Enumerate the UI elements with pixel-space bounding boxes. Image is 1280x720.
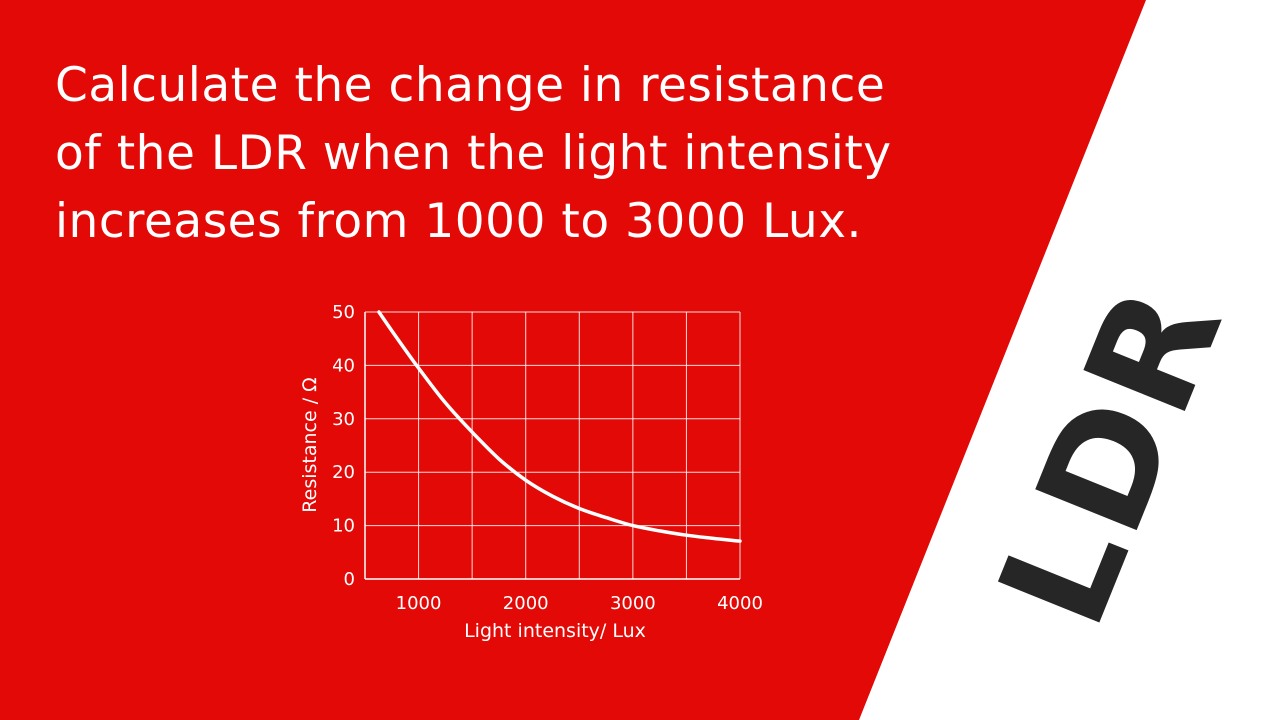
- question-line-3: increases from 1000 to 3000 Lux.: [55, 194, 862, 249]
- chart-axes: 0 10 20 30 40 50 1000 2000 3000 4000: [332, 302, 763, 614]
- y-tick-label: 30: [332, 409, 355, 430]
- y-tick-label: 0: [344, 569, 355, 590]
- question-text: Calculate the change in resistance of th…: [55, 52, 1055, 256]
- question-line-1: Calculate the change in resistance: [55, 58, 886, 113]
- y-tick-label: 20: [332, 462, 355, 483]
- question-line-2: of the LDR when the light intensity: [55, 126, 892, 181]
- y-tick-label: 10: [332, 516, 355, 537]
- x-tick-label: 3000: [610, 593, 656, 614]
- red-panel: [0, 0, 1146, 720]
- x-tick-label: 2000: [503, 593, 549, 614]
- chart-series: [377, 310, 742, 543]
- y-tick-label: 50: [332, 302, 355, 323]
- resistance-curve: [377, 310, 742, 543]
- x-tick-label: 4000: [717, 593, 763, 614]
- y-axis-title: Resistance / Ω: [299, 377, 321, 512]
- y-tick-label: 40: [332, 355, 355, 376]
- x-tick-label: 1000: [396, 593, 442, 614]
- x-axis-title: Light intensity/ Lux: [464, 620, 646, 642]
- chart-labels: Light intensity/ Lux Resistance / Ω: [299, 377, 646, 642]
- chart-grid: [365, 311, 741, 579]
